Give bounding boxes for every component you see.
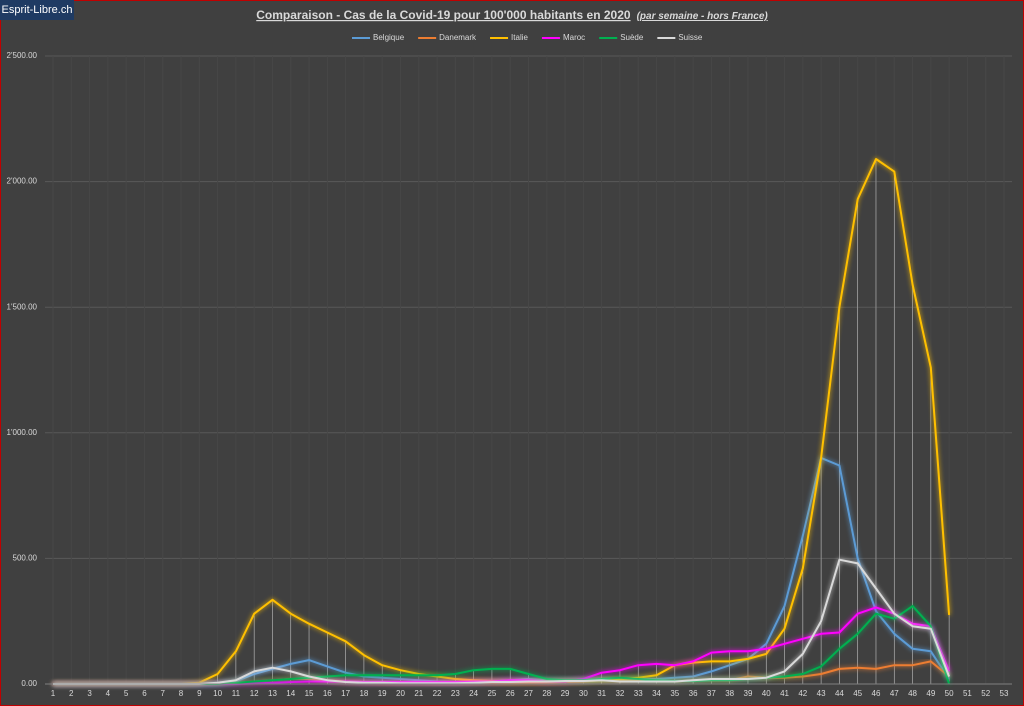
x-tick-label: 7 xyxy=(161,689,166,698)
subtitle: (par semaine - hors France) xyxy=(637,11,769,22)
x-tick-label: 29 xyxy=(561,689,570,698)
x-tick-label: 22 xyxy=(433,689,442,698)
x-tick-label: 26 xyxy=(506,689,515,698)
x-tick-label: 25 xyxy=(487,689,496,698)
x-tick-label: 43 xyxy=(817,689,826,698)
x-tick-label: 52 xyxy=(981,689,990,698)
chart-title: Comparaison - Cas de la Covid-19 pour 10… xyxy=(256,8,768,22)
x-tick-label: 27 xyxy=(524,689,533,698)
x-tick-label: 14 xyxy=(286,689,295,698)
x-tick-label: 42 xyxy=(798,689,807,698)
x-tick-label: 41 xyxy=(780,689,789,698)
x-tick-label: 34 xyxy=(652,689,661,698)
x-tick-label: 36 xyxy=(689,689,698,698)
x-tick-label: 24 xyxy=(469,689,478,698)
x-tick-label: 35 xyxy=(670,689,679,698)
x-tick-label: 17 xyxy=(341,689,350,698)
legend-label: Maroc xyxy=(563,33,585,42)
x-tick-label: 40 xyxy=(762,689,771,698)
watermark-box xyxy=(0,0,74,20)
y-tick-label: 1'000.00 xyxy=(7,428,38,437)
x-tick-label: 48 xyxy=(908,689,917,698)
x-tick-label: 38 xyxy=(725,689,734,698)
x-tick-label: 39 xyxy=(744,689,753,698)
x-tick-label: 15 xyxy=(305,689,314,698)
x-tick-label: 30 xyxy=(579,689,588,698)
x-tick-label: 10 xyxy=(213,689,222,698)
watermark: Esprit-Libre.ch xyxy=(2,4,73,16)
x-tick-label: 33 xyxy=(634,689,643,698)
x-tick-label: 21 xyxy=(414,689,423,698)
legend-label: Suisse xyxy=(678,33,703,42)
x-tick-label: 1 xyxy=(51,689,56,698)
legend-label: Danemark xyxy=(439,33,477,42)
y-tick-label: 2'000.00 xyxy=(7,177,38,186)
x-tick-label: 50 xyxy=(945,689,954,698)
legend-label: Suède xyxy=(620,33,644,42)
x-tick-label: 19 xyxy=(378,689,387,698)
x-tick-label: 32 xyxy=(615,689,624,698)
x-tick-label: 46 xyxy=(872,689,881,698)
x-tick-label: 9 xyxy=(197,689,202,698)
x-tick-label: 5 xyxy=(124,689,129,698)
x-tick-label: 6 xyxy=(142,689,147,698)
x-tick-label: 45 xyxy=(853,689,862,698)
x-tick-label: 44 xyxy=(835,689,844,698)
x-tick-label: 4 xyxy=(106,689,111,698)
x-tick-label: 18 xyxy=(359,689,368,698)
y-tick-label: 0.00 xyxy=(21,679,37,688)
x-tick-label: 11 xyxy=(232,689,241,698)
x-tick-label: 51 xyxy=(963,689,972,698)
x-tick-label: 28 xyxy=(542,689,551,698)
x-tick-label: 2 xyxy=(69,689,74,698)
x-tick-label: 23 xyxy=(451,689,460,698)
legend-label: Italie xyxy=(511,33,528,42)
x-tick-label: 16 xyxy=(323,689,332,698)
x-tick-label: 47 xyxy=(890,689,899,698)
x-tick-label: 8 xyxy=(179,689,184,698)
x-tick-label: 31 xyxy=(597,689,606,698)
x-tick-label: 37 xyxy=(707,689,716,698)
x-tick-label: 53 xyxy=(1000,689,1009,698)
x-tick-label: 12 xyxy=(250,689,259,698)
x-tick-label: 13 xyxy=(268,689,277,698)
x-tick-label: 20 xyxy=(396,689,405,698)
title: Comparaison - Cas de la Covid-19 pour 10… xyxy=(256,8,631,22)
y-tick-label: 500.00 xyxy=(13,554,38,563)
x-tick-label: 49 xyxy=(926,689,935,698)
x-tick-label: 3 xyxy=(87,689,92,698)
y-tick-label: 1'500.00 xyxy=(7,302,38,311)
legend-label: Belgique xyxy=(373,33,405,42)
y-tick-label: 2'500.00 xyxy=(7,51,38,60)
